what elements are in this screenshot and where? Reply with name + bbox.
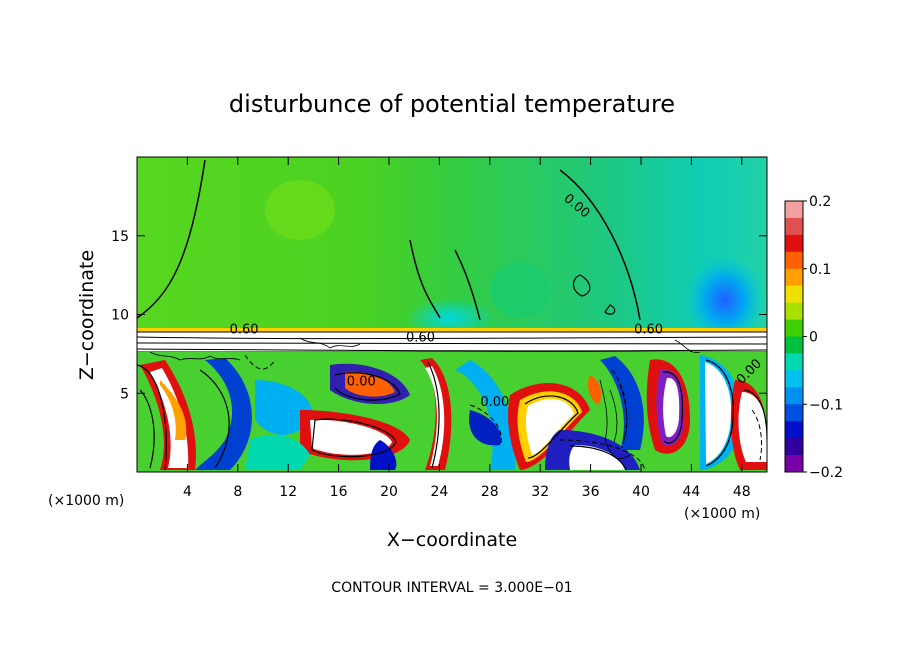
colorbar-swatch	[785, 302, 803, 321]
y-tick-label: 15	[111, 229, 129, 245]
x-tick-label: 12	[279, 484, 297, 500]
colorbar-swatch	[785, 319, 803, 337]
x-scale-note-left: (×1000 m)	[48, 493, 124, 509]
x-axis-ticks: 4 8 12 16 20 24 28 32 36 40 44 48	[183, 157, 751, 500]
chart-title: disturbunce of potential temperature	[229, 90, 675, 118]
colorbar-swatch	[785, 404, 803, 422]
inversion-band	[137, 332, 767, 352]
x-tick-label: 32	[531, 484, 549, 500]
colorbar-swatch	[785, 217, 803, 236]
blue-region	[685, 255, 765, 345]
x-tick-label: 4	[183, 484, 192, 500]
x-tick-label: 24	[430, 484, 448, 500]
inversion-warm-line	[137, 328, 767, 332]
zero-contour-islands	[572, 274, 616, 315]
x-tick-label: 48	[733, 484, 751, 500]
contour-label: 0.00	[347, 374, 376, 389]
colorbar-swatch	[785, 455, 803, 473]
colorbar-swatch	[785, 251, 803, 270]
colorbar-swatch	[785, 285, 803, 304]
colorbar-swatch	[785, 268, 803, 287]
contour-interval-note: CONTOUR INTERVAL = 3.000E−01	[331, 580, 572, 596]
contour-label: 0.60	[406, 330, 435, 345]
colorbar-tick-label: 0	[809, 330, 818, 346]
contour-label: 0.00	[480, 395, 509, 410]
turbulent-eddies	[140, 355, 767, 470]
colorbar-tick-label: −0.2	[809, 465, 843, 481]
x-tick-label: 40	[632, 484, 650, 500]
x-tick-label: 8	[233, 484, 242, 500]
contour-label: 0.60	[230, 322, 259, 337]
lightgreen-region	[265, 180, 335, 240]
lower-contours	[137, 359, 767, 471]
colorbar-tick-label: 0.2	[809, 194, 831, 210]
colorbar-swatch	[785, 438, 803, 456]
y-tick-label: 10	[111, 308, 129, 324]
x-tick-label: 28	[481, 484, 499, 500]
colorbar-swatch	[785, 201, 803, 219]
x-tick-label: 20	[380, 484, 398, 500]
x-tick-label: 16	[330, 484, 348, 500]
colorbar-swatch	[785, 370, 803, 388]
teal-region	[490, 262, 550, 318]
y-tick-label: 5	[120, 386, 129, 402]
colorbar-swatch	[785, 234, 803, 253]
x-tick-label: 44	[682, 484, 700, 500]
contour-label: 0.60	[634, 322, 663, 337]
y-axis-label: Z−coordinate	[76, 250, 98, 380]
colorbar-ticks: 0.2 0.1 0 −0.1 −0.2	[803, 194, 843, 481]
colorbar-tick-label: −0.1	[809, 397, 843, 413]
dense-contour-cluster	[149, 337, 701, 460]
colorbar-tick-label: 0.1	[809, 262, 831, 278]
colorbar-swatch	[785, 353, 803, 371]
plot-area	[137, 157, 767, 472]
y-axis-ticks: 5 10 15	[111, 229, 767, 402]
x-scale-note-right: (×1000 m)	[684, 506, 760, 522]
colorbar-swatch	[785, 421, 803, 439]
x-tick-label: 36	[582, 484, 600, 500]
x-axis-label: X−coordinate	[387, 529, 517, 551]
colorbar-swatch	[785, 387, 803, 405]
colorbar-swatch	[785, 336, 803, 354]
colorbar	[785, 201, 803, 473]
zero-contour-upper	[137, 159, 641, 321]
